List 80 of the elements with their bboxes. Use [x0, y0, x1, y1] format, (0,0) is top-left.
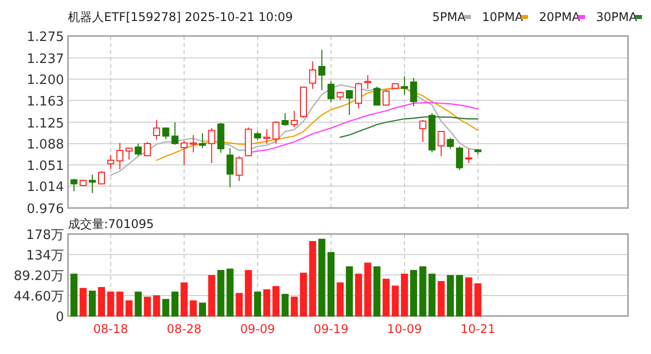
legend-label: 20PMA	[539, 10, 581, 24]
bar	[272, 286, 280, 316]
y-tick-label: 134万	[26, 248, 64, 264]
bar	[309, 241, 316, 316]
bar	[400, 274, 408, 316]
bar	[300, 272, 307, 316]
legend-label: 10PMA	[482, 10, 524, 24]
bar	[355, 274, 362, 316]
candlestick	[318, 49, 326, 91]
bar	[438, 281, 445, 316]
bar	[98, 287, 106, 316]
candlestick	[190, 134, 197, 153]
candlestick	[116, 142, 124, 170]
bar	[465, 277, 472, 316]
bar	[328, 252, 335, 316]
y-tick-label: 1.163	[26, 94, 64, 110]
bar	[382, 278, 390, 316]
bar	[190, 300, 197, 316]
bar	[208, 275, 216, 316]
bar	[428, 274, 436, 316]
bar	[456, 275, 464, 316]
x-tick-label: 08-18	[93, 322, 128, 336]
x-tick-label: 10-21	[460, 322, 496, 336]
bar	[364, 262, 372, 316]
y-tick-label: 89.20万	[14, 269, 64, 284]
y-tick-label: 178万	[26, 228, 64, 243]
bar	[226, 268, 234, 316]
bar	[116, 292, 124, 316]
bar	[392, 286, 399, 316]
bar	[336, 282, 344, 316]
bar	[180, 282, 188, 316]
bar	[263, 289, 270, 316]
bar	[236, 292, 243, 316]
bar	[346, 266, 353, 316]
x-tick-label: 10-09	[387, 322, 422, 336]
x-tick-label: 08-28	[166, 322, 202, 336]
x-tick-label: 09-19	[314, 322, 348, 336]
y-tick-label: 1.200	[26, 73, 64, 88]
candlestick	[88, 174, 96, 194]
bar	[282, 294, 289, 316]
bar	[144, 296, 151, 316]
bar	[373, 266, 380, 316]
candlestick	[364, 74, 372, 90]
bar	[162, 298, 170, 316]
bar	[107, 292, 114, 316]
y-tick-label: 44.60万	[14, 290, 64, 304]
legend-label: 5PMA	[432, 10, 466, 24]
bar	[134, 292, 142, 316]
y-tick-label: 0	[56, 310, 64, 325]
x-tick-label: 09-09	[240, 322, 276, 336]
y-tick-label: 1.088	[26, 138, 64, 153]
y-tick-label: 1.275	[26, 30, 64, 45]
bar	[88, 290, 96, 316]
bar	[80, 288, 87, 316]
candlestick	[226, 148, 234, 188]
bar	[153, 295, 160, 316]
bar	[410, 270, 418, 316]
y-tick-label: 1.014	[26, 180, 64, 196]
bar	[446, 275, 454, 316]
line-series	[340, 116, 478, 138]
chart-title: 成交量:701095	[68, 217, 154, 231]
chart-title: 机器人ETF[159278] 2025-10-21 10:09	[68, 10, 293, 24]
candlestick	[107, 154, 114, 170]
candlestick	[309, 60, 316, 90]
bar	[290, 296, 298, 316]
legend-label: 30PMA	[596, 10, 638, 24]
bar	[254, 292, 262, 316]
y-tick-label: 1.125	[26, 116, 64, 132]
bar	[70, 274, 78, 316]
bar	[318, 238, 326, 316]
y-tick-label: 1.051	[26, 158, 64, 174]
bar	[171, 292, 178, 316]
y-tick-label: 0.976	[26, 202, 64, 217]
y-tick-label: 1.237	[26, 52, 64, 67]
bar	[126, 300, 133, 316]
bar	[198, 302, 206, 316]
bar	[244, 270, 252, 316]
bar	[474, 283, 482, 316]
bar	[419, 266, 426, 316]
bar	[217, 270, 224, 316]
